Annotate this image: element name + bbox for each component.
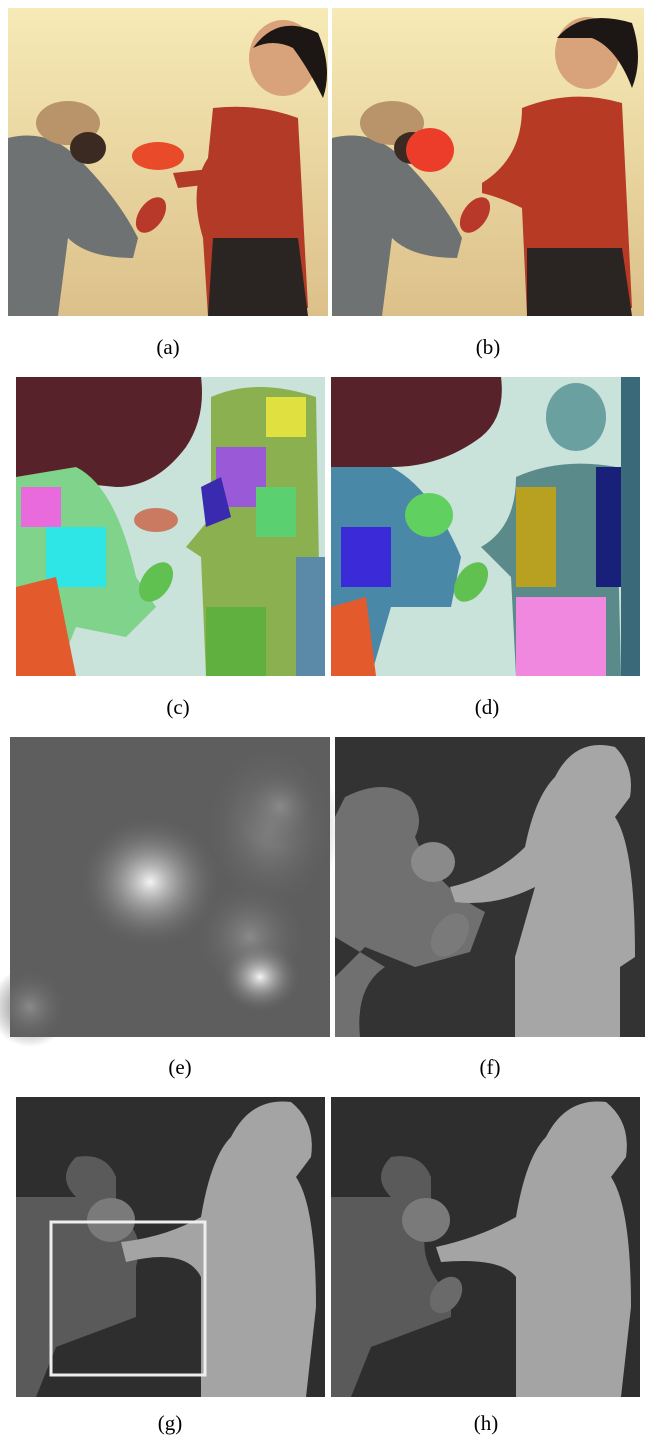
segmentation-c [16, 377, 325, 676]
caption: (e) [168, 1055, 191, 1079]
caption: (c) [166, 695, 189, 719]
caption: (f) [480, 1055, 501, 1079]
photo-b [332, 8, 644, 316]
photo-a [8, 8, 328, 316]
segmentation-d [331, 377, 640, 676]
figure: (a) (b) (c) (d) [0, 0, 646, 1443]
depth-map-f [335, 737, 645, 1037]
caption: (d) [475, 695, 500, 719]
caption: (h) [474, 1411, 499, 1435]
caption: (g) [158, 1411, 183, 1435]
depth-map-e [0, 737, 340, 1047]
depth-map-g [16, 1097, 325, 1397]
depth-map-h [331, 1097, 640, 1397]
caption: (b) [476, 335, 501, 359]
caption: (a) [156, 335, 179, 359]
